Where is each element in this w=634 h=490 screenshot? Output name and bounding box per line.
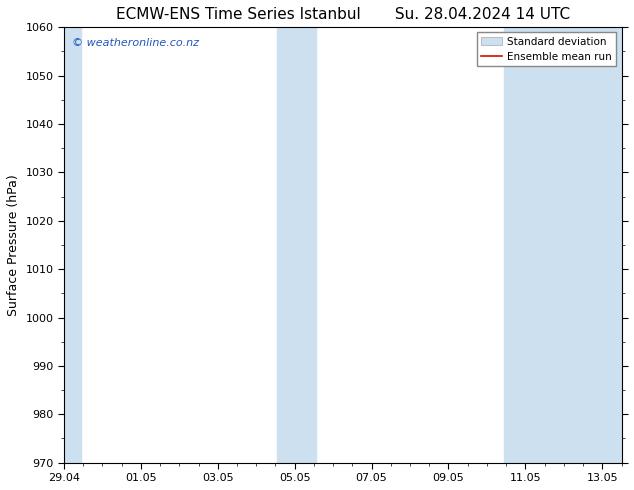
Bar <box>278 27 316 463</box>
Y-axis label: Surface Pressure (hPa): Surface Pressure (hPa) <box>7 174 20 316</box>
Bar <box>62 27 81 463</box>
Legend: Standard deviation, Ensemble mean run: Standard deviation, Ensemble mean run <box>477 32 616 66</box>
Title: ECMW-ENS Time Series Istanbul       Su. 28.04.2024 14 UTC: ECMW-ENS Time Series Istanbul Su. 28.04.… <box>116 7 570 22</box>
Bar <box>504 27 623 463</box>
Text: © weatheronline.co.nz: © weatheronline.co.nz <box>72 38 200 48</box>
